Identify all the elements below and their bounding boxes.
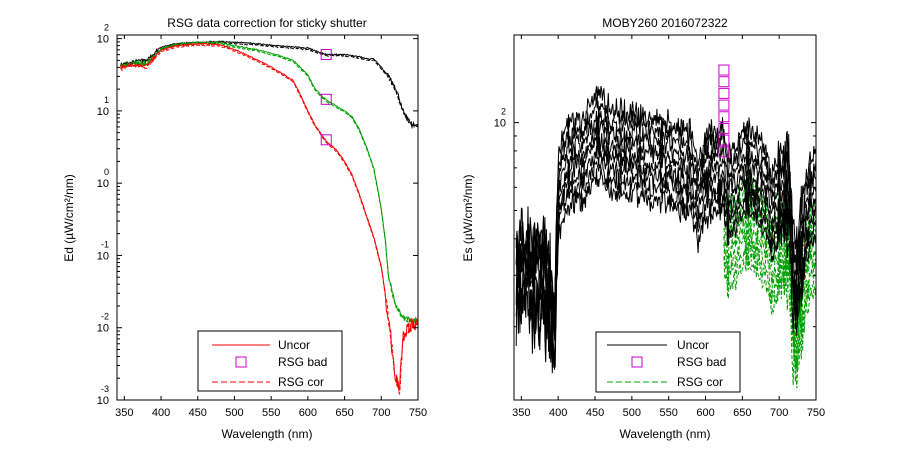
left-x-axis-ticks: 350 400 450 500 550 600 650 700 750 (115, 35, 427, 419)
left-y-tick-base: 10 (97, 323, 109, 335)
right-series-cor (723, 203, 817, 354)
right-x-tick-label: 750 (807, 407, 825, 419)
left-rsg-bad-markers (320, 49, 332, 146)
left-y-tick-exponent: -1 (101, 239, 109, 249)
right-x-tick-label: 500 (623, 407, 641, 419)
left-x-tick-label: 450 (189, 407, 207, 419)
left-series-group (120, 40, 419, 396)
right-plot-frame (513, 34, 817, 401)
left-x-tick-label: 650 (335, 407, 353, 419)
left-rsg-bad-point (320, 93, 332, 105)
left-y-tick-exponent: 2 (104, 23, 109, 33)
right-x-tick-label: 400 (549, 407, 567, 419)
right-chart: MOBY260 2016072322 350 400 450 500 550 600 650… (461, 16, 825, 441)
right-rsg-bad-point (718, 64, 730, 76)
left-legend-uncor-label: Uncor (278, 338, 310, 352)
right-series-uncor (515, 133, 817, 348)
right-x-tick-label: 450 (586, 407, 604, 419)
right-chart-title: MOBY260 2016072322 (602, 16, 728, 30)
right-rsg-bad-point (718, 87, 730, 99)
right-legend-rsgbad-label: RSG bad (677, 355, 726, 369)
left-x-tick-label: 500 (225, 407, 243, 419)
left-legend-box (197, 330, 343, 392)
left-series-green (120, 41, 419, 324)
left-chart: RSG data correction for sticky shutter 3… (62, 16, 427, 441)
right-series-group (515, 85, 817, 389)
left-rsg-bad-point (320, 134, 332, 146)
left-y-tick-exponent: -3 (101, 384, 109, 394)
left-plot-frame (116, 34, 419, 401)
left-rsg-bad-point (320, 49, 332, 61)
left-legend-rsgcor-label: RSG cor (278, 375, 324, 389)
left-chart-title: RSG data correction for sticky shutter (167, 16, 366, 30)
left-x-tick-label: 700 (372, 407, 390, 419)
left-y-tick-base: 10 (97, 250, 109, 262)
left-y-tick-base: 10 (97, 395, 109, 407)
left-x-tick-label: 600 (299, 407, 317, 419)
left-legend-rsgbad-label: RSG bad (278, 355, 327, 369)
right-series-uncor (515, 167, 817, 368)
right-rsg-bad-markers (718, 64, 730, 158)
right-legend: Uncor RSG bad RSG cor (595, 331, 741, 393)
right-series-uncor (515, 156, 817, 374)
right-series-uncor (515, 85, 817, 317)
left-y-tick-base: 10 (97, 178, 109, 190)
right-x-tick-label: 650 (733, 407, 751, 419)
right-y-axis-label: Es (µW/cm²/nm) (461, 175, 475, 262)
right-rsg-bad-point (718, 134, 730, 146)
left-y-tick-exponent: -2 (101, 312, 109, 322)
right-x-axis-ticks: 350 400 450 500 550 600 650 700 750 (512, 35, 825, 419)
left-x-tick-label: 550 (262, 407, 280, 419)
right-legend-rsgbad-marker (631, 356, 643, 368)
right-rsg-bad-point (718, 76, 730, 88)
left-x-tick-label: 350 (115, 407, 133, 419)
left-series-red-corrected (120, 44, 419, 396)
left-x-axis-label: Wavelength (nm) (222, 427, 313, 441)
left-x-tick-label: 400 (152, 407, 170, 419)
left-y-tick-base: 10 (97, 34, 109, 46)
right-series-uncor (515, 96, 817, 314)
right-x-tick-label: 350 (512, 407, 530, 419)
right-series-uncor (515, 145, 817, 370)
left-series-black-corrected (120, 41, 419, 130)
left-y-tick-exponent: 1 (104, 95, 109, 105)
left-y-tick-base: 10 (97, 106, 109, 118)
right-x-tick-label: 600 (696, 407, 714, 419)
right-x-tick-label: 700 (770, 407, 788, 419)
left-legend: Uncor RSG bad RSG cor (197, 330, 343, 392)
right-rsg-bad-point (718, 111, 730, 123)
left-x-tick-label: 750 (409, 407, 427, 419)
right-rsg-bad-point (718, 99, 730, 111)
left-legend-rsgbad-marker (235, 356, 247, 368)
right-legend-uncor-label: Uncor (677, 338, 709, 352)
right-series-cor (723, 227, 817, 374)
right-series-cor (723, 241, 817, 372)
left-y-tick-exponent: 0 (104, 167, 109, 177)
right-legend-rsgcor-label: RSG cor (677, 375, 723, 389)
right-rsg-bad-point (718, 146, 730, 158)
right-rsg-bad-point (718, 122, 730, 134)
left-series-black (120, 40, 419, 128)
right-y-tick-exponent: 2 (501, 107, 506, 117)
right-y-axis-ticks: 102 (494, 107, 816, 328)
right-y-tick-base: 10 (494, 118, 506, 130)
right-series-cor (723, 251, 817, 389)
right-x-axis-label: Wavelength (nm) (620, 427, 711, 441)
right-x-tick-label: 550 (660, 407, 678, 419)
left-y-axis-label: Ed (µW/cm²/nm) (62, 174, 76, 262)
